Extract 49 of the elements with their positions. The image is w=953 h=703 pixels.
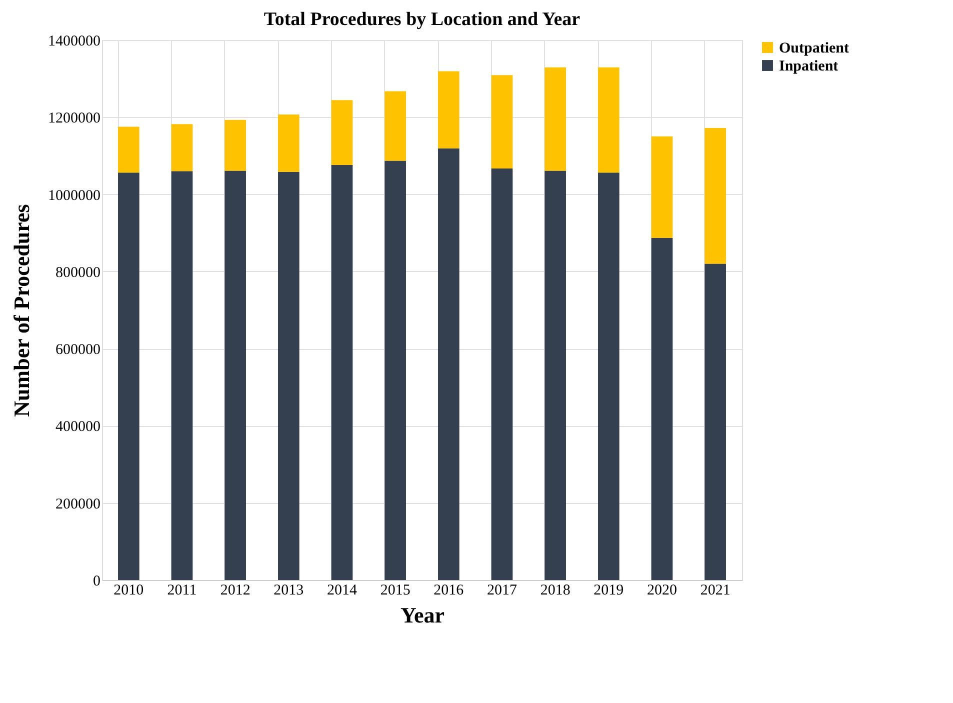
x-tick-label: 2020 [647,582,677,598]
x-tick-label: 2021 [700,582,730,598]
chart-title: Total Procedures by Location and Year [264,9,581,30]
y-tick-label: 1400000 [48,34,100,50]
y-tick-label: 800000 [56,264,100,281]
bar [438,71,460,148]
bar [491,168,513,580]
x-tick-label: 2017 [487,582,518,598]
bar [598,67,620,173]
x-tick-label: 2018 [540,582,570,598]
bar [544,67,566,171]
bar [544,170,566,580]
x-tick-label: 2019 [594,582,624,598]
bar [171,171,193,580]
bar [278,172,300,580]
x-axis-title: Year [400,602,445,628]
y-tick-label: 0 [93,574,100,590]
bar [331,164,353,580]
bar [491,75,513,168]
bar [118,126,140,173]
bar [118,172,140,580]
x-tick-label: 2015 [380,582,410,598]
bar [384,91,406,161]
legend-label: Outpatient [779,40,850,56]
bar [224,170,246,580]
y-tick-label: 1200000 [48,110,100,127]
bar [278,114,300,172]
legend-label: Inpatient [779,58,838,74]
bar [438,148,460,580]
y-tick-label: 1000000 [48,188,100,204]
x-tick-label: 2010 [114,582,144,598]
bar [651,136,673,238]
bar [651,238,673,580]
bar [331,100,353,165]
y-axis-title: Number of Procedures [9,204,34,417]
x-tick-label: 2011 [167,582,197,598]
bar [704,128,726,264]
y-tick-label: 400000 [56,419,100,436]
x-tick-label: 2012 [220,582,250,598]
x-tick-label: 2013 [274,582,304,598]
y-tick-label: 200000 [56,496,100,512]
x-tick-label: 2014 [327,582,358,598]
bar [704,264,726,580]
x-tick-label: 2016 [434,582,464,598]
bar [384,160,406,580]
bar [171,124,193,172]
bar [224,120,246,171]
bar [598,172,620,580]
y-tick-label: 600000 [56,342,100,358]
